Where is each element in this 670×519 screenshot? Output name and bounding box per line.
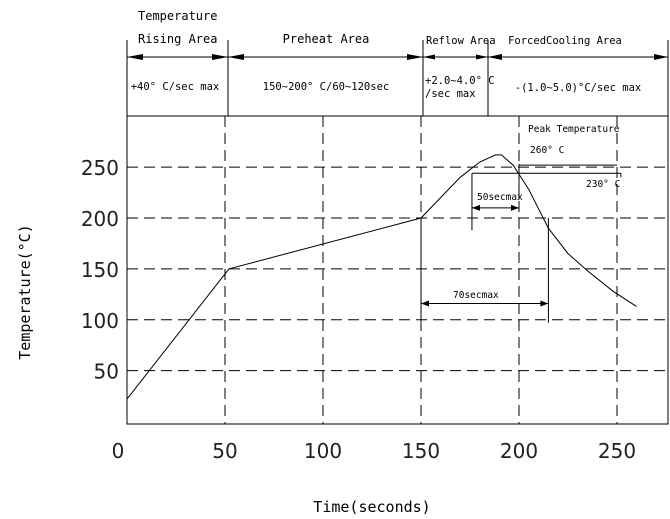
x-tick-0: 0 <box>112 439 125 463</box>
zone-rising-title-1: Temperature <box>138 9 217 23</box>
x-tick-100: 100 <box>304 439 342 463</box>
dur-50-arrow-l <box>471 204 480 211</box>
peak-value: 260° C <box>530 145 564 156</box>
level-230-label: 230° C <box>586 179 620 190</box>
zone-reflow-rate-1: +2.0~4.0° C <box>425 75 495 87</box>
zone-preheat-title: Preheat Area <box>283 32 370 46</box>
arrow-cooling-l <box>488 54 502 60</box>
arrow-preheat-l <box>228 54 244 60</box>
x-tick-150: 150 <box>402 439 440 463</box>
y-tick-150: 150 <box>81 258 119 282</box>
zone-rising-title-2: Rising Area <box>138 32 217 46</box>
y-axis-label: Temperature(°C) <box>16 224 34 359</box>
zone-rising-rate: +40° C/sec max <box>131 81 220 93</box>
profile-curve <box>126 154 637 400</box>
zone-reflow-rate-2: /sec max <box>425 88 476 100</box>
dur-70-arrow-r <box>540 300 549 307</box>
zone-header: Temperature Rising Area Preheat Area Ref… <box>126 9 669 116</box>
arrow-reflow-l <box>423 54 435 60</box>
x-tick-200: 200 <box>500 439 538 463</box>
x-axis-label: Time(seconds) <box>313 498 430 516</box>
zone-reflow-title: Reflow Area <box>426 35 496 47</box>
series-line-0 <box>126 154 637 400</box>
peak-label: Peak Temperature <box>528 124 620 135</box>
y-tick-250: 250 <box>81 156 119 180</box>
y-tick-100: 100 <box>81 309 119 333</box>
x-tick-50: 50 <box>212 439 237 463</box>
y-tick-50: 50 <box>94 360 119 384</box>
arrow-rising-l <box>127 54 143 60</box>
duration-50-label: 50secmax <box>477 192 523 203</box>
duration-70-label: 70secmax <box>453 290 499 301</box>
zone-preheat-rate: 150~200° C/60~120sec <box>263 81 389 93</box>
annotations <box>420 164 622 323</box>
arrow-cooling-r <box>654 54 668 60</box>
arrow-preheat-r <box>407 54 423 60</box>
dur-70-arrow-l <box>421 300 429 307</box>
zone-cooling-rate: -(1.0~5.0)°C/sec max <box>515 82 641 94</box>
dur-50-arrow-r <box>511 204 519 211</box>
zone-cooling-title: ForcedCooling Area <box>508 35 622 47</box>
arrow-reflow-r <box>476 54 488 60</box>
tick-labels: 50 100 150 200 250 0 50 100 150 200 250 <box>81 156 636 463</box>
x-tick-250: 250 <box>598 439 636 463</box>
arrow-rising-r <box>212 54 228 60</box>
y-tick-200: 200 <box>81 207 119 231</box>
plot-frame <box>126 115 669 425</box>
